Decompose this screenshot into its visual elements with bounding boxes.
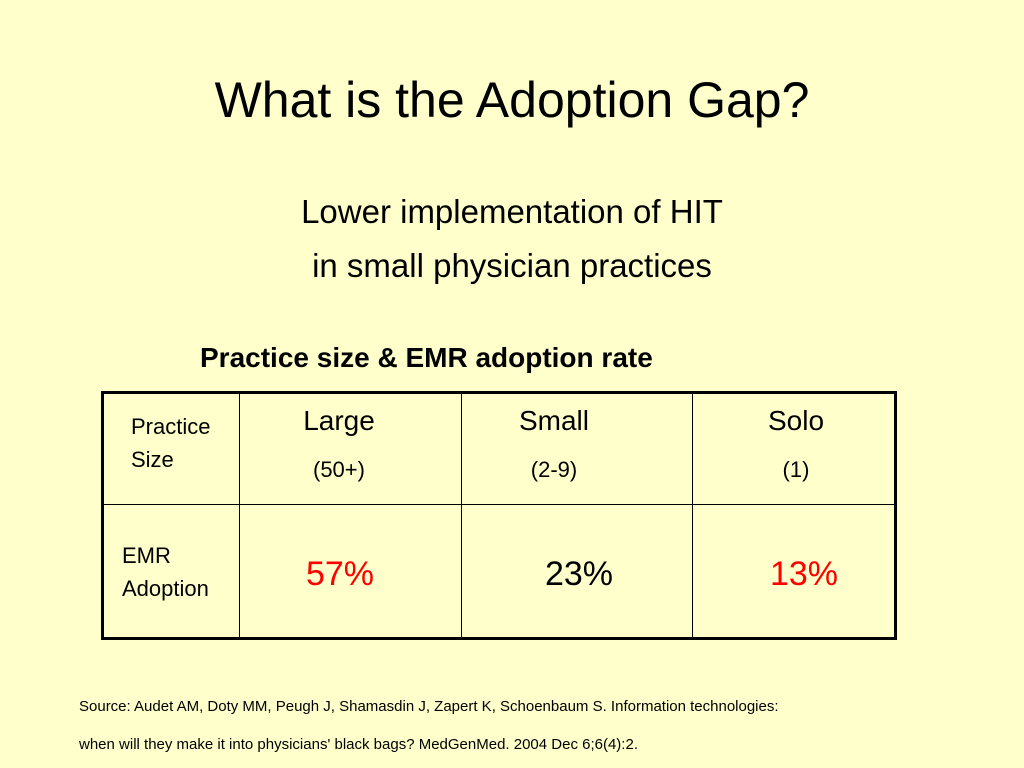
slide-title: What is the Adoption Gap?	[214, 72, 810, 128]
row-header-emr-adoption: EMR Adoption	[122, 539, 209, 605]
column-divider	[692, 394, 693, 637]
adoption-value-small: 23%	[544, 555, 614, 593]
source-citation-line-2: when will they make it into physicians' …	[79, 736, 638, 753]
row-header-line: Practice	[131, 414, 211, 439]
subtitle-line-2: in small physician practices	[312, 247, 712, 284]
subtitle-line-1: Lower implementation of HIT	[301, 193, 723, 230]
row-header-line: Adoption	[122, 576, 209, 601]
column-header-small: Small	[518, 405, 589, 436]
row-divider	[104, 504, 894, 505]
source-citation-line-1: Source: Audet AM, Doty MM, Peugh J, Sham…	[79, 698, 779, 715]
adoption-value-solo: 13%	[769, 555, 839, 593]
column-subheader-small: (2-9)	[530, 457, 578, 482]
row-header-line: EMR	[122, 543, 171, 568]
row-header-practice-size: Practice Size	[131, 410, 210, 476]
column-header-solo: Solo	[767, 405, 825, 436]
column-divider	[239, 394, 240, 637]
column-subheader-solo: (1)	[782, 457, 810, 482]
column-divider	[461, 394, 462, 637]
adoption-table: Practice Size EMR Adoption Large (50+) S…	[101, 391, 897, 640]
row-header-line: Size	[131, 447, 174, 472]
column-subheader-large: (50+)	[313, 457, 365, 482]
adoption-value-large: 57%	[305, 555, 375, 593]
table-caption: Practice size & EMR adoption rate	[200, 342, 653, 373]
column-header-large: Large	[303, 405, 375, 436]
